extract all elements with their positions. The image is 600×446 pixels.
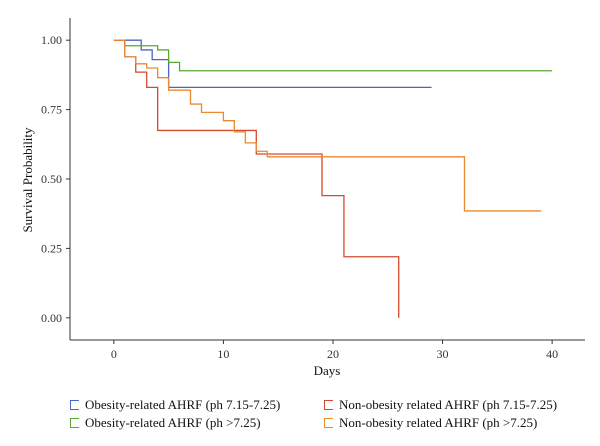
legend-key-obesity-low-ph [70,400,79,410]
x-tick-label: 0 [111,347,117,361]
legend-key-non-obesity-high-ph [324,418,333,428]
x-axis-title: Days [314,363,341,378]
y-tick-label: 1.00 [41,33,62,47]
legend-label-obesity-low-ph: Obesity-related AHRF (ph 7.15-7.25) [85,397,281,412]
series-layer [113,39,553,318]
series-line-obesity-high-ph [113,39,553,72]
y-axis-title: Survival Probability [20,127,35,233]
legend-label-obesity-high-ph: Obesity-related AHRF (ph >7.25) [85,415,261,430]
y-tick-label: 0.50 [41,172,62,186]
legend-item-non-obesity-high-ph: Non-obesity related AHRF (ph >7.25) [324,415,537,431]
series-line-non-obesity-high-ph [113,39,542,212]
x-ticks: 0 10 20 30 40 [111,340,558,361]
y-tick-label: 0.25 [41,241,62,255]
y-ticks: 0.00 0.25 0.50 0.75 1.00 [41,33,70,325]
series-line-obesity-low-ph [113,39,432,89]
legend: Obesity-related AHRF (ph 7.15-7.25) Obes… [0,392,600,442]
x-tick-label: 40 [546,347,558,361]
legend-item-obesity-high-ph: Obesity-related AHRF (ph >7.25) [70,415,261,431]
x-tick-label: 30 [437,347,449,361]
legend-label-non-obesity-low-ph: Non-obesity related AHRF (ph 7.15-7.25) [339,397,558,412]
legend-item-non-obesity-low-ph: Non-obesity related AHRF (ph 7.15-7.25) [324,397,557,413]
legend-label-non-obesity-high-ph: Non-obesity related AHRF (ph >7.25) [339,415,538,430]
legend-item-obesity-low-ph: Obesity-related AHRF (ph 7.15-7.25) [70,397,280,413]
legend-key-obesity-high-ph [70,418,79,428]
x-tick-label: 20 [327,347,339,361]
y-tick-label: 0.00 [41,311,62,325]
survival-chart: 0.00 0.25 0.50 0.75 1.00 0 10 20 30 40 Days Surv… [20,18,585,378]
legend-key-non-obesity-low-ph [324,400,333,410]
x-tick-label: 10 [217,347,229,361]
y-tick-label: 0.75 [41,103,62,117]
series-line-non-obesity-low-ph [113,39,400,318]
